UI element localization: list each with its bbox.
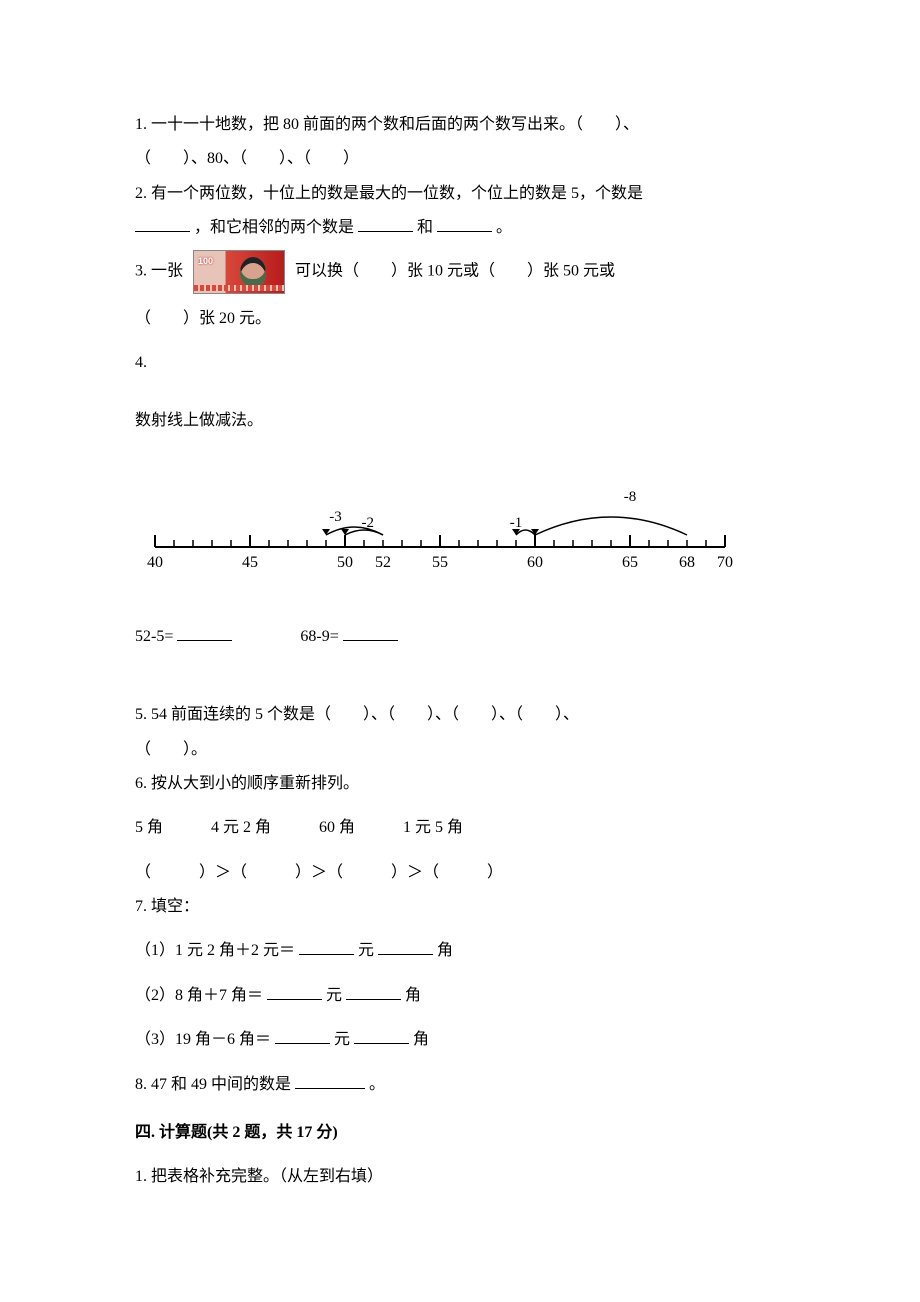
- q7-l3-blank1: [275, 1029, 330, 1044]
- svg-text:-2: -2: [362, 515, 375, 531]
- q2-suf3: 。: [496, 219, 512, 236]
- rmb-value: 100: [198, 253, 213, 270]
- q7-title: 7. 填空：: [135, 898, 199, 915]
- q2-suf1: ，和它相邻的两个数是: [194, 219, 354, 236]
- q5-line1: 5. 54 前面连续的 5 个数是（ ）、（ ）、（ ）、（ ）、: [135, 706, 579, 723]
- svg-text:40: 40: [147, 554, 163, 571]
- q7-l2a: （2）8 角＋7 角＝: [135, 987, 263, 1004]
- q3-prefix: 3. 一张: [135, 262, 183, 279]
- q1-text-a: 1. 一十一十地数，把 80 前面的两个数和后面的两个数写出来。（ ）、: [135, 116, 639, 133]
- svg-text:45: 45: [242, 554, 258, 571]
- q7-l3b: 元: [334, 1031, 350, 1048]
- svg-text:60: 60: [527, 554, 543, 571]
- q2-blank-3: [437, 217, 492, 232]
- q3-mid1: 可以换（ ）张 10 元或（ ）张 50 元或: [295, 262, 615, 279]
- rmb-100-icon: 100: [193, 250, 285, 294]
- q7-l2b: 元: [326, 987, 342, 1004]
- svg-text:68: 68: [679, 554, 695, 571]
- svg-text:70: 70: [717, 554, 733, 571]
- q7-l1-blank2: [378, 940, 433, 955]
- number-line-diagram: 40 45 50 52 55 60 65 68 70 -3 -2 -1 -8: [135, 487, 745, 582]
- q4-num: 4.: [135, 354, 147, 371]
- svg-text:50: 50: [337, 554, 353, 571]
- svg-text:-8: -8: [624, 489, 637, 505]
- q4-expr2: 68-9=: [300, 628, 338, 645]
- svg-text:-1: -1: [510, 515, 523, 531]
- q7-l1-blank1: [299, 940, 354, 955]
- section4-head: 四. 计算题(共 2 题，共 17 分): [135, 1124, 338, 1141]
- q6-blanks: （ ）＞（ ）＞（ ）＞（ ）: [135, 864, 503, 881]
- q6-title: 6. 按从大到小的顺序重新排列。: [135, 775, 359, 792]
- q2-text-a: 2. 有一个两位数，十位上的数是最大的一位数，个位上的数是 5，个数是: [135, 185, 643, 202]
- q8-a: 8. 47 和 49 中间的数是: [135, 1076, 291, 1093]
- q3-line2: （ ）张 20 元。: [135, 310, 271, 327]
- q2-blank-1: [135, 217, 190, 232]
- q4-expr1-blank: [177, 626, 232, 641]
- q1-text-b: （ ）、80、（ ）、（ ）: [135, 150, 359, 167]
- q7-l2c: 角: [405, 987, 421, 1004]
- q7-l3c: 角: [413, 1031, 429, 1048]
- svg-text:65: 65: [622, 554, 638, 571]
- q7-l3a: （3）19 角－6 角＝: [135, 1031, 271, 1048]
- q6-items: 5 角 4 元 2 角 60 角 1 元 5 角: [135, 819, 463, 836]
- rmb-portrait-icon: [240, 257, 266, 287]
- q8-b: 。: [369, 1076, 385, 1093]
- q7-l2-blank2: [346, 985, 401, 1000]
- q4-title: 数射线上做减法。: [135, 412, 263, 429]
- q2-suf2: 和: [417, 219, 433, 236]
- q5-line2: （ ）。: [135, 741, 207, 758]
- q4-expr1: 52-5=: [135, 628, 173, 645]
- q7-l2-blank1: [267, 985, 322, 1000]
- q7-l1a: （1）1 元 2 角＋2 元＝: [135, 942, 295, 959]
- svg-text:-3: -3: [329, 509, 342, 525]
- section4-q1: 1. 把表格补充完整。（从左到右填）: [135, 1168, 383, 1185]
- q8-blank: [295, 1074, 365, 1089]
- q7-l1b: 元: [358, 942, 374, 959]
- svg-text:55: 55: [432, 554, 448, 571]
- q7-l3-blank2: [354, 1029, 409, 1044]
- q7-l1c: 角: [437, 942, 453, 959]
- q4-expr2-blank: [343, 626, 398, 641]
- svg-text:52: 52: [375, 554, 391, 571]
- q2-blank-2: [358, 217, 413, 232]
- rmb-stripe-icon: [194, 285, 284, 291]
